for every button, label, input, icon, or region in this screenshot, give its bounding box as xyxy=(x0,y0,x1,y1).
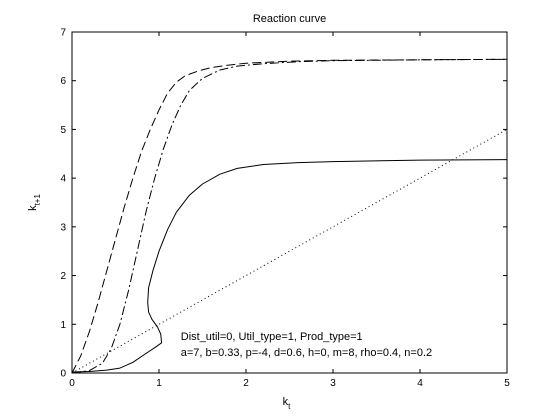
y-axis-label-base: k xyxy=(27,205,39,211)
y-tick-label: 3 xyxy=(60,222,66,233)
axes-box xyxy=(71,31,508,374)
x-axis-label: kt xyxy=(283,396,292,411)
y-tick-label: 1 xyxy=(60,320,66,331)
x-axis-label-sub: t xyxy=(288,402,291,411)
x-tick-label: 1 xyxy=(156,378,162,389)
series-dashdot-line xyxy=(71,58,508,374)
x-axis-label-base: k xyxy=(283,396,289,408)
y-tick-label: 0 xyxy=(60,369,66,380)
chart-title: Reaction curve xyxy=(253,13,326,25)
y-tick-label: 5 xyxy=(60,125,66,136)
series-solid-line xyxy=(71,159,508,373)
x-tick-label: 0 xyxy=(69,378,75,389)
parameter-annotation: a=7, b=0.33, p=-4, d=0.6, h=0, m=8, rho=… xyxy=(181,347,432,359)
x-tick-label: 4 xyxy=(417,378,423,389)
parameter-annotation: Dist_util=0, Util_type=1, Prod_type=1 xyxy=(181,331,363,343)
y-tick-label: 6 xyxy=(60,76,66,87)
y-tick-label: 7 xyxy=(60,28,66,39)
plot-area: 0 1 2 3 4 5 0 1 2 3 4 5 6 7 xyxy=(60,28,510,390)
x-tick-label: 2 xyxy=(243,378,249,389)
y-tick-label: 2 xyxy=(60,271,66,282)
y-axis-label: kt+1 xyxy=(27,194,42,211)
x-tick-label: 5 xyxy=(504,378,510,389)
y-tick-label: 4 xyxy=(60,174,66,185)
y-axis-label-sub: t+1 xyxy=(33,194,42,206)
x-tick-label: 3 xyxy=(330,378,336,389)
series-dashed-line xyxy=(71,58,508,374)
